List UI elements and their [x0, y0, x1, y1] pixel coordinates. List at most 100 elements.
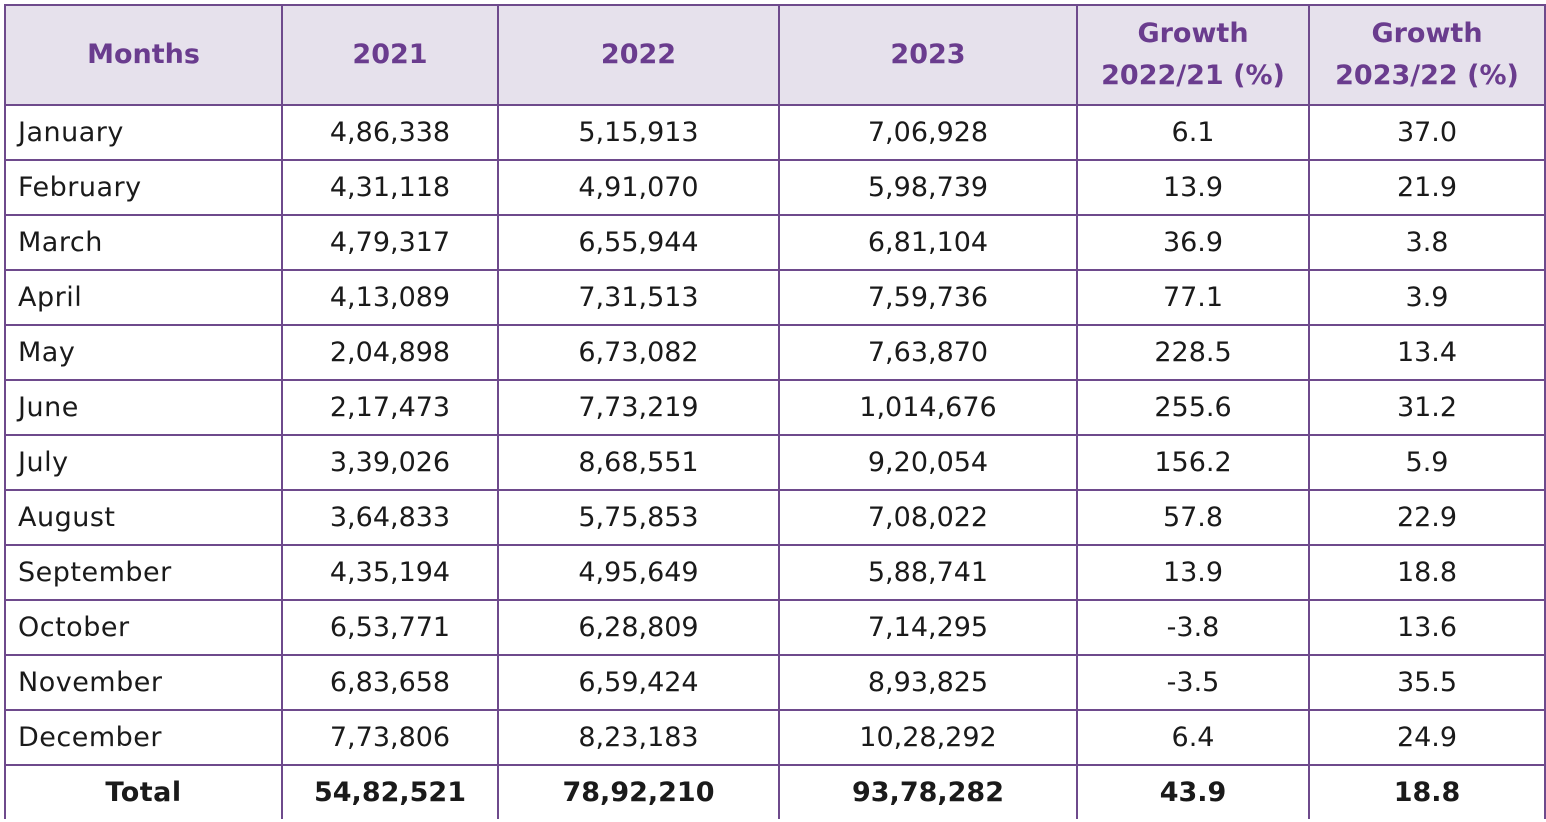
monthly-data-table-container: Months 2021 2022 2023 Growth 2022/21 (%)… — [4, 4, 1546, 822]
table-row: September 4,35,194 4,95,649 5,88,741 13.9 18.… — [4, 544, 1546, 601]
value-2022-cell: 5,15,913 — [497, 104, 780, 161]
monthly-data-table: Months 2021 2022 2023 Growth 2022/21 (%)… — [4, 4, 1546, 819]
month-cell: October — [4, 599, 283, 656]
growth-2023-22-cell: 21.9 — [1308, 159, 1546, 216]
value-2021-cell: 2,17,473 — [281, 379, 499, 436]
value-2021-cell: 4,86,338 — [281, 104, 499, 161]
value-2023-cell: 6,81,104 — [778, 214, 1078, 271]
growth-2022-21-cell: 77.1 — [1076, 269, 1310, 326]
header-2022: 2022 — [497, 4, 780, 106]
month-cell: September — [4, 544, 283, 601]
header-growth-2023-22-line1: Growth — [1371, 18, 1483, 49]
table-row: August 3,64,833 5,75,853 7,08,022 57.8 22.9 — [4, 489, 1546, 546]
value-2023-cell: 7,14,295 — [778, 599, 1078, 656]
table-row: November 6,83,658 6,59,424 8,93,825 -3.5 35.5 — [4, 654, 1546, 711]
month-cell: August — [4, 489, 283, 546]
month-cell: April — [4, 269, 283, 326]
header-2021: 2021 — [281, 4, 499, 106]
total-value-2021-cell: 54,82,521 — [281, 764, 499, 819]
growth-2022-21-cell: -3.5 — [1076, 654, 1310, 711]
growth-2022-21-cell: -3.8 — [1076, 599, 1310, 656]
table-body: January 4,86,338 5,15,913 7,06,928 6.1 37.0 Fe… — [4, 104, 1546, 819]
value-2021-cell: 3,39,026 — [281, 434, 499, 491]
value-2022-cell: 7,73,219 — [497, 379, 780, 436]
value-2023-cell: 5,88,741 — [778, 544, 1078, 601]
table-row: December 7,73,806 8,23,183 10,28,292 6.4 24.9 — [4, 709, 1546, 766]
value-2023-cell: 10,28,292 — [778, 709, 1078, 766]
total-value-2023-cell: 93,78,282 — [778, 764, 1078, 819]
value-2022-cell: 6,59,424 — [497, 654, 780, 711]
header-growth-2022-21: Growth 2022/21 (%) — [1076, 4, 1310, 106]
growth-2022-21-cell: 228.5 — [1076, 324, 1310, 381]
table-row: March 4,79,317 6,55,944 6,81,104 36.9 3.8 — [4, 214, 1546, 271]
value-2021-cell: 4,35,194 — [281, 544, 499, 601]
value-2022-cell: 5,75,853 — [497, 489, 780, 546]
table-row: July 3,39,026 8,68,551 9,20,054 156.2 5.9 — [4, 434, 1546, 491]
growth-2023-22-cell: 13.6 — [1308, 599, 1546, 656]
value-2022-cell: 6,55,944 — [497, 214, 780, 271]
growth-2023-22-cell: 22.9 — [1308, 489, 1546, 546]
value-2022-cell: 4,91,070 — [497, 159, 780, 216]
header-growth-2022-21-line1: Growth — [1137, 18, 1249, 49]
table-row: May 2,04,898 6,73,082 7,63,870 228.5 13.4 — [4, 324, 1546, 381]
month-cell: March — [4, 214, 283, 271]
value-2021-cell: 3,64,833 — [281, 489, 499, 546]
value-2023-cell: 9,20,054 — [778, 434, 1078, 491]
value-2022-cell: 8,68,551 — [497, 434, 780, 491]
table-row: October 6,53,771 6,28,809 7,14,295 -3.8 13.6 — [4, 599, 1546, 656]
header-growth-2023-22: Growth 2023/22 (%) — [1308, 4, 1546, 106]
growth-2023-22-cell: 24.9 — [1308, 709, 1546, 766]
value-2021-cell: 6,53,771 — [281, 599, 499, 656]
growth-2023-22-cell: 13.4 — [1308, 324, 1546, 381]
value-2021-cell: 7,73,806 — [281, 709, 499, 766]
value-2022-cell: 6,28,809 — [497, 599, 780, 656]
month-cell: May — [4, 324, 283, 381]
value-2023-cell: 5,98,739 — [778, 159, 1078, 216]
value-2022-cell: 7,31,513 — [497, 269, 780, 326]
value-2021-cell: 4,79,317 — [281, 214, 499, 271]
value-2021-cell: 4,31,118 — [281, 159, 499, 216]
value-2021-cell: 6,83,658 — [281, 654, 499, 711]
growth-2022-21-cell: 57.8 — [1076, 489, 1310, 546]
value-2022-cell: 8,23,183 — [497, 709, 780, 766]
growth-2022-21-cell: 255.6 — [1076, 379, 1310, 436]
month-cell: June — [4, 379, 283, 436]
value-2023-cell: 7,59,736 — [778, 269, 1078, 326]
header-growth-2023-22-line2: 2023/22 (%) — [1335, 60, 1519, 91]
total-value-2022-cell: 78,92,210 — [497, 764, 780, 819]
month-cell: February — [4, 159, 283, 216]
table-row: January 4,86,338 5,15,913 7,06,928 6.1 37.0 — [4, 104, 1546, 161]
value-2022-cell: 6,73,082 — [497, 324, 780, 381]
growth-2022-21-cell: 156.2 — [1076, 434, 1310, 491]
growth-2023-22-cell: 35.5 — [1308, 654, 1546, 711]
month-cell: July — [4, 434, 283, 491]
growth-2023-22-cell: 37.0 — [1308, 104, 1546, 161]
growth-2023-22-cell: 5.9 — [1308, 434, 1546, 491]
value-2023-cell: 7,06,928 — [778, 104, 1078, 161]
growth-2023-22-cell: 3.8 — [1308, 214, 1546, 271]
value-2021-cell: 4,13,089 — [281, 269, 499, 326]
table-row: June 2,17,473 7,73,219 1,014,676 255.6 31.2 — [4, 379, 1546, 436]
header-2023: 2023 — [778, 4, 1078, 106]
value-2021-cell: 2,04,898 — [281, 324, 499, 381]
growth-2022-21-cell: 36.9 — [1076, 214, 1310, 271]
growth-2023-22-cell: 31.2 — [1308, 379, 1546, 436]
growth-2023-22-cell: 3.9 — [1308, 269, 1546, 326]
value-2023-cell: 7,63,870 — [778, 324, 1078, 381]
value-2023-cell: 8,93,825 — [778, 654, 1078, 711]
table-row: February 4,31,118 4,91,070 5,98,739 13.9 21.9 — [4, 159, 1546, 216]
table-header: Months 2021 2022 2023 Growth 2022/21 (%)… — [4, 4, 1546, 106]
header-growth-2022-21-line2: 2022/21 (%) — [1101, 60, 1285, 91]
total-growth-2022-21-cell: 43.9 — [1076, 764, 1310, 819]
growth-2023-22-cell: 18.8 — [1308, 544, 1546, 601]
growth-2022-21-cell: 13.9 — [1076, 159, 1310, 216]
table-row: April 4,13,089 7,31,513 7,59,736 77.1 3.9 — [4, 269, 1546, 326]
month-cell: December — [4, 709, 283, 766]
month-cell: January — [4, 104, 283, 161]
growth-2022-21-cell: 6.1 — [1076, 104, 1310, 161]
value-2023-cell: 1,014,676 — [778, 379, 1078, 436]
header-row: Months 2021 2022 2023 Growth 2022/21 (%)… — [4, 4, 1546, 106]
total-growth-2023-22-cell: 18.8 — [1308, 764, 1546, 819]
month-cell: November — [4, 654, 283, 711]
value-2022-cell: 4,95,649 — [497, 544, 780, 601]
